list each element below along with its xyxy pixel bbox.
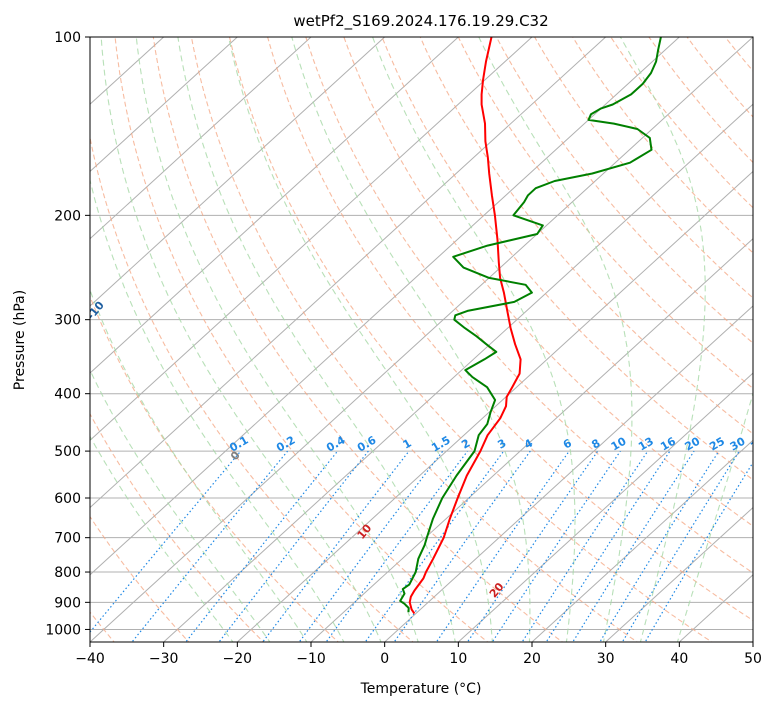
- isotherm-line: [90, 37, 312, 240]
- y-tick-label: 900: [54, 595, 81, 611]
- isotherm-line: [90, 37, 460, 374]
- isobar-gridlines: [90, 37, 753, 630]
- isotherm-line: [90, 37, 681, 576]
- plot-frame: [89, 36, 754, 643]
- y-tick-label: 400: [54, 387, 81, 403]
- y-tick-label: 800: [54, 565, 81, 581]
- dry-adiabat-line: [190, 37, 638, 642]
- y-tick-label: 200: [54, 208, 81, 224]
- isotherm-line: [236, 170, 753, 642]
- moist-adiabat-line: [177, 37, 456, 642]
- mixing-ratio-line: [325, 450, 468, 642]
- sounding-series: [399, 37, 662, 615]
- mixing-ratio-label: 36: [748, 434, 768, 453]
- mixing-ratio-line: [218, 450, 369, 642]
- dry-adiabats: [90, 37, 753, 642]
- moist-adiabats: [90, 37, 753, 642]
- chart-title: wetPf2_S169.2024.176.19.29.C32: [293, 12, 548, 31]
- dry-adiabat-line: [114, 37, 489, 642]
- mixing-ratio-line: [491, 450, 621, 642]
- isotherm-line: [310, 237, 753, 642]
- mixing-ratio-line: [599, 450, 720, 642]
- y-tick-label: 700: [54, 531, 81, 547]
- plot-area: 0.10.20.40.611.52346810131620253036-100-…: [90, 37, 768, 642]
- x-tick-label: 20: [523, 651, 541, 667]
- x-tick-label: −10: [296, 651, 326, 667]
- dry-adiabat-line: [90, 412, 265, 642]
- x-tick-label: −20: [223, 651, 253, 667]
- isotherm-line: [162, 103, 753, 642]
- mixing-ratio-line: [521, 450, 649, 642]
- isotherm-line: [604, 506, 753, 642]
- mixing-ratio-line: [131, 450, 289, 642]
- moist-adiabat-line: [90, 435, 234, 642]
- moist-adiabat-line: [291, 37, 531, 642]
- dry-adiabat-line: [267, 37, 753, 622]
- moist-adiabat-line: [90, 288, 308, 642]
- x-tick-label: −40: [75, 651, 105, 667]
- y-tick-label: 100: [54, 30, 81, 46]
- dry-adiabat-line: [457, 37, 753, 390]
- mixing-ratio-line: [621, 450, 740, 642]
- x-tick-label: 30: [597, 651, 615, 667]
- x-axis-ticks: −40 −30 −20 −10 0 10 20 30 40 50: [75, 642, 762, 667]
- moist-adiabat-line: [90, 177, 345, 642]
- isotherm-line: [531, 439, 753, 642]
- dry-adiabat-line: [381, 37, 753, 481]
- moist-adiabat-line: [478, 37, 633, 642]
- x-tick-label: 10: [449, 651, 467, 667]
- isotherm-gridlines: [90, 37, 753, 642]
- isotherm-line: [90, 37, 607, 509]
- y-tick-label: 600: [54, 491, 81, 507]
- dewpoint-profile-line: [399, 37, 662, 613]
- moist-adiabat-line: [135, 37, 419, 642]
- y-axis-ticks: 1000 900 800 700 600 500 400 300 200 100: [45, 30, 90, 638]
- temperature-profile-line: [408, 37, 522, 615]
- moist-adiabat-line: [619, 37, 706, 642]
- dry-adiabat-line: [228, 37, 713, 642]
- isotherm-line: [457, 372, 753, 642]
- y-tick-label: 500: [54, 444, 81, 460]
- mixing-ratio-line: [435, 450, 570, 642]
- x-tick-label: 50: [744, 651, 762, 667]
- mixing-ratio-line: [466, 450, 599, 642]
- dry-adiabat-line: [419, 37, 753, 435]
- y-tick-label: 1000: [45, 622, 81, 638]
- x-axis-label: Temperature (°C): [360, 681, 482, 697]
- y-tick-label: 300: [54, 313, 81, 329]
- mixing-ratio-line: [185, 450, 339, 642]
- mixing-ratio-line: [364, 450, 505, 642]
- x-tick-label: 0: [380, 651, 389, 667]
- mixing-ratio-line: [572, 450, 695, 642]
- isotherm-line: [90, 37, 753, 642]
- isotherm-line: [90, 37, 386, 307]
- x-tick-label: −30: [149, 651, 179, 667]
- mixing-ratio-line: [545, 450, 671, 642]
- y-axis-label: Pressure (hPa): [12, 290, 28, 390]
- moist-adiabat-line: [100, 37, 382, 642]
- moist-adiabat-line: [676, 391, 753, 642]
- mixing-ratio-line: [393, 450, 531, 642]
- dry-adiabat-line: [90, 515, 190, 642]
- mixing-ratio-lines: [90, 450, 753, 642]
- x-tick-label: 40: [670, 651, 688, 667]
- dry-adiabat-line: [152, 37, 564, 642]
- dry-adiabat-line: [90, 134, 414, 642]
- isotherm-line: [90, 37, 239, 173]
- dry-adiabat-line: [533, 37, 753, 299]
- dry-adiabat-line: [305, 37, 753, 574]
- isotherm-line: [90, 37, 533, 442]
- moist-adiabat-line: [228, 37, 493, 642]
- moist-adiabat-line: [90, 368, 271, 642]
- isotherm-line: [383, 305, 753, 642]
